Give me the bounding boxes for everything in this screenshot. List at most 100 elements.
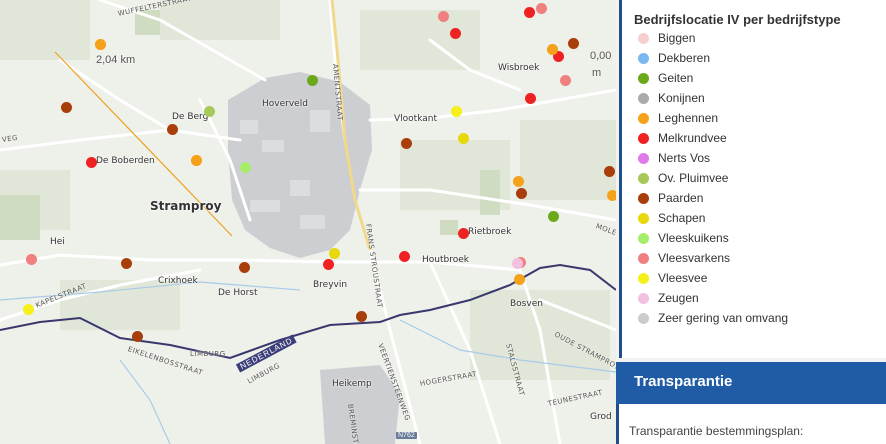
legend-item-label: Dekberen — [658, 51, 711, 65]
road-number-sign: N762 — [396, 432, 417, 439]
legend-swatch-icon — [638, 292, 649, 304]
place-label: Hoverveld — [262, 99, 308, 109]
farm-marker[interactable] — [512, 175, 524, 187]
legend-item: Vleeskuikens — [638, 229, 729, 247]
farm-marker[interactable] — [238, 261, 250, 273]
legend-item: Schapen — [638, 209, 705, 227]
farm-marker[interactable] — [25, 253, 37, 265]
farm-marker[interactable] — [306, 74, 318, 86]
legend-item-label: Zeugen — [658, 291, 699, 305]
farm-marker[interactable] — [398, 250, 410, 262]
side-panel: Bedrijfslocatie IV per bedrijfstype Bigg… — [616, 0, 886, 444]
farm-marker[interactable] — [355, 310, 367, 322]
place-label: Vlootkant — [394, 114, 438, 124]
place-label: Crixhoek — [158, 276, 198, 286]
farm-marker[interactable] — [567, 37, 579, 49]
farm-marker[interactable] — [203, 105, 215, 117]
legend-item: Konijnen — [638, 89, 705, 107]
place-label: Heikemp — [332, 379, 372, 389]
legend-swatch-icon — [638, 212, 649, 224]
legend-item-label: Geiten — [658, 71, 694, 85]
farm-marker[interactable] — [559, 74, 571, 86]
legend-swatch-icon — [638, 252, 649, 264]
farm-marker[interactable] — [60, 101, 72, 113]
legend-item: Nerts Vos — [638, 149, 710, 167]
measure-distance-label: 0,00 — [590, 50, 612, 62]
legend-swatch-icon — [638, 132, 649, 144]
legend-swatch-icon — [638, 72, 649, 84]
legend-item-label: Paarden — [658, 191, 704, 205]
legend-item-label: Ov. Pluimvee — [658, 171, 729, 185]
farm-marker[interactable] — [606, 189, 616, 201]
farm-marker[interactable] — [546, 43, 558, 55]
farm-marker[interactable] — [513, 273, 525, 285]
legend-swatch-icon — [638, 232, 649, 244]
farm-marker[interactable] — [328, 247, 340, 259]
farm-marker[interactable] — [515, 187, 527, 199]
farm-marker[interactable] — [547, 210, 559, 222]
legend-item: Geiten — [638, 69, 693, 87]
measure-distance-label: 2,04 km — [96, 54, 136, 66]
legend-swatch-icon — [638, 192, 649, 204]
legend-item-label: Biggen — [658, 31, 696, 45]
legend-swatch-icon — [638, 272, 649, 284]
transparency-header[interactable]: Transparantie — [616, 362, 886, 404]
legend-item: Biggen — [638, 29, 695, 47]
place-label: Stramproy — [150, 199, 222, 213]
legend-title: Bedrijfslocatie IV per bedrijfstype — [634, 12, 841, 27]
farm-marker[interactable] — [511, 257, 523, 269]
farm-marker[interactable] — [166, 123, 178, 135]
farm-marker[interactable] — [523, 6, 535, 18]
map-view[interactable]: Stramproy Hoverveld De Berg De Boberden … — [0, 0, 616, 444]
legend-item: Zeer gering van omvang — [638, 309, 788, 327]
legend-item: Vleesvee — [638, 269, 707, 287]
farm-marker[interactable] — [94, 38, 106, 50]
farm-marker[interactable] — [457, 227, 469, 239]
legend-item-label: Nerts Vos — [658, 151, 711, 165]
legend-item: Zeugen — [638, 289, 699, 307]
farm-marker[interactable] — [457, 132, 469, 144]
legend-item-label: Zeer gering van omvang — [658, 311, 789, 325]
farm-marker[interactable] — [535, 2, 547, 14]
farm-marker[interactable] — [524, 92, 536, 104]
legend-swatch-icon — [638, 172, 649, 184]
legend-swatch-icon — [638, 32, 649, 44]
legend-item: Dekberen — [638, 49, 710, 67]
place-label: Wisbroek — [498, 63, 540, 73]
place-label: Bosven — [510, 299, 543, 309]
transparency-subtitle: Transparantie bestemmingsplan: — [629, 424, 804, 438]
legend-panel: Bedrijfslocatie IV per bedrijfstype Bigg… — [619, 0, 886, 358]
farm-marker[interactable] — [131, 330, 143, 342]
farm-marker[interactable] — [120, 257, 132, 269]
legend-item-label: Leghennen — [658, 111, 719, 125]
legend-item: Ov. Pluimvee — [638, 169, 728, 187]
place-label: Grod — [590, 412, 612, 422]
farm-marker[interactable] — [322, 258, 334, 270]
legend-item-label: Melkrundvee — [658, 131, 727, 145]
legend-item: Melkrundvee — [638, 129, 727, 147]
legend-item-label: Vleeskuikens — [658, 231, 729, 245]
legend-swatch-icon — [638, 312, 649, 324]
farm-marker[interactable] — [603, 165, 615, 177]
farm-marker[interactable] — [400, 137, 412, 149]
legend-item: Paarden — [638, 189, 703, 207]
place-label: De Horst — [218, 288, 258, 298]
place-label: Breyvin — [313, 280, 348, 290]
place-label: De Boberden — [96, 156, 155, 166]
farm-marker[interactable] — [552, 50, 564, 62]
farm-marker[interactable] — [190, 154, 202, 166]
border-sub-label: LIMBURG — [190, 350, 226, 358]
farm-marker[interactable] — [450, 105, 462, 117]
legend-swatch-icon — [638, 152, 649, 164]
farm-marker[interactable] — [22, 303, 34, 315]
farm-marker[interactable] — [239, 161, 251, 173]
farm-marker[interactable] — [85, 156, 97, 168]
measure-unit-label: m — [592, 67, 602, 79]
farm-marker[interactable] — [437, 10, 449, 22]
farm-marker[interactable] — [449, 27, 461, 39]
map-background — [0, 0, 616, 444]
legend-item: Vleesvarkens — [638, 249, 730, 267]
legend-item-label: Schapen — [658, 211, 706, 225]
legend-item-label: Vleesvarkens — [658, 251, 731, 265]
legend-item-label: Vleesvee — [658, 271, 708, 285]
